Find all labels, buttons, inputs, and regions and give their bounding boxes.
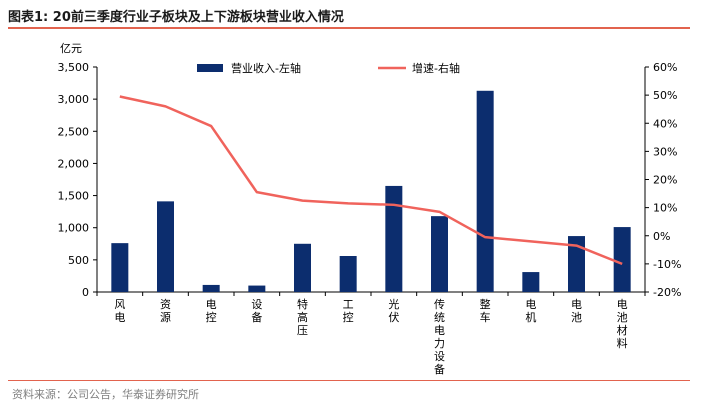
y-right-tick-label: -20% — [653, 286, 681, 299]
bar-12 — [613, 227, 631, 292]
legend-line-label: 增速-右轴 — [412, 61, 460, 75]
bar-1 — [111, 243, 129, 292]
x-category-label: 电机 — [525, 298, 536, 324]
y-right-tick-label: 50% — [653, 89, 677, 102]
x-category-label: 资源 — [160, 298, 171, 324]
growth-line — [119, 95, 623, 266]
y-left-tick-label: 2,500 — [58, 125, 90, 138]
bar-8 — [431, 216, 448, 292]
chart-title: 图表1: 20前三季度行业子板块及上下游板块营业收入情况 — [8, 10, 344, 25]
x-category-label: 传统电力设备 — [434, 298, 445, 376]
y-left-tick-label: 1,500 — [58, 190, 90, 203]
y-left-tick-label: 3,000 — [58, 93, 90, 106]
x-category-label: 设备 — [251, 298, 262, 324]
y-left-tick-label: 1,000 — [58, 222, 90, 235]
footer-divider — [8, 380, 690, 381]
legend-bar-swatch — [197, 64, 223, 72]
x-category-label: 整车 — [480, 297, 491, 324]
x-category-label: 工控 — [343, 298, 354, 324]
y-right-tick-label: 60% — [653, 61, 677, 74]
y-right-tick-label: 10% — [653, 202, 677, 215]
y-left-tick-label: 0 — [82, 286, 89, 299]
bar-10 — [522, 272, 540, 292]
y-left-tick-label: 3,500 — [58, 61, 90, 74]
y-right-tick-label: -10% — [653, 258, 681, 271]
bar-11 — [568, 236, 585, 292]
y-left-unit: 亿元 — [60, 42, 82, 55]
bar-6 — [339, 256, 357, 292]
title-divider — [8, 27, 690, 29]
x-category-label: 光伏 — [388, 297, 399, 324]
legend-bar-label: 营业收入-左轴 — [231, 61, 301, 75]
bar-7 — [385, 185, 403, 292]
y-left-tick-label: 500 — [68, 254, 89, 267]
y-right-tick-label: 40% — [653, 117, 677, 130]
x-category-label: 特高压 — [297, 297, 308, 337]
y-right-tick-label: 30% — [653, 145, 677, 158]
combo-chart: 0 500 1,000 1,500 2,000 2,500 3,000 3,500 -20% -1… — [58, 42, 682, 376]
bar-4 — [248, 285, 266, 292]
x-category-label: 电池材料 — [617, 298, 628, 350]
bar-9 — [476, 90, 494, 293]
y-right-tick-label: 20% — [653, 174, 677, 187]
y-left-tick-label: 2,000 — [58, 157, 90, 170]
bar-2 — [157, 201, 174, 292]
x-category-label: 风电 — [114, 298, 125, 324]
x-category-label: 电池 — [571, 298, 582, 324]
y-right-tick-label: 0% — [653, 230, 670, 243]
x-category-label: 电控 — [206, 298, 217, 324]
bar-5 — [294, 243, 311, 292]
bar-3 — [202, 284, 220, 292]
source-note: 资料来源：公司公告，华泰证券研究所 — [12, 388, 199, 401]
